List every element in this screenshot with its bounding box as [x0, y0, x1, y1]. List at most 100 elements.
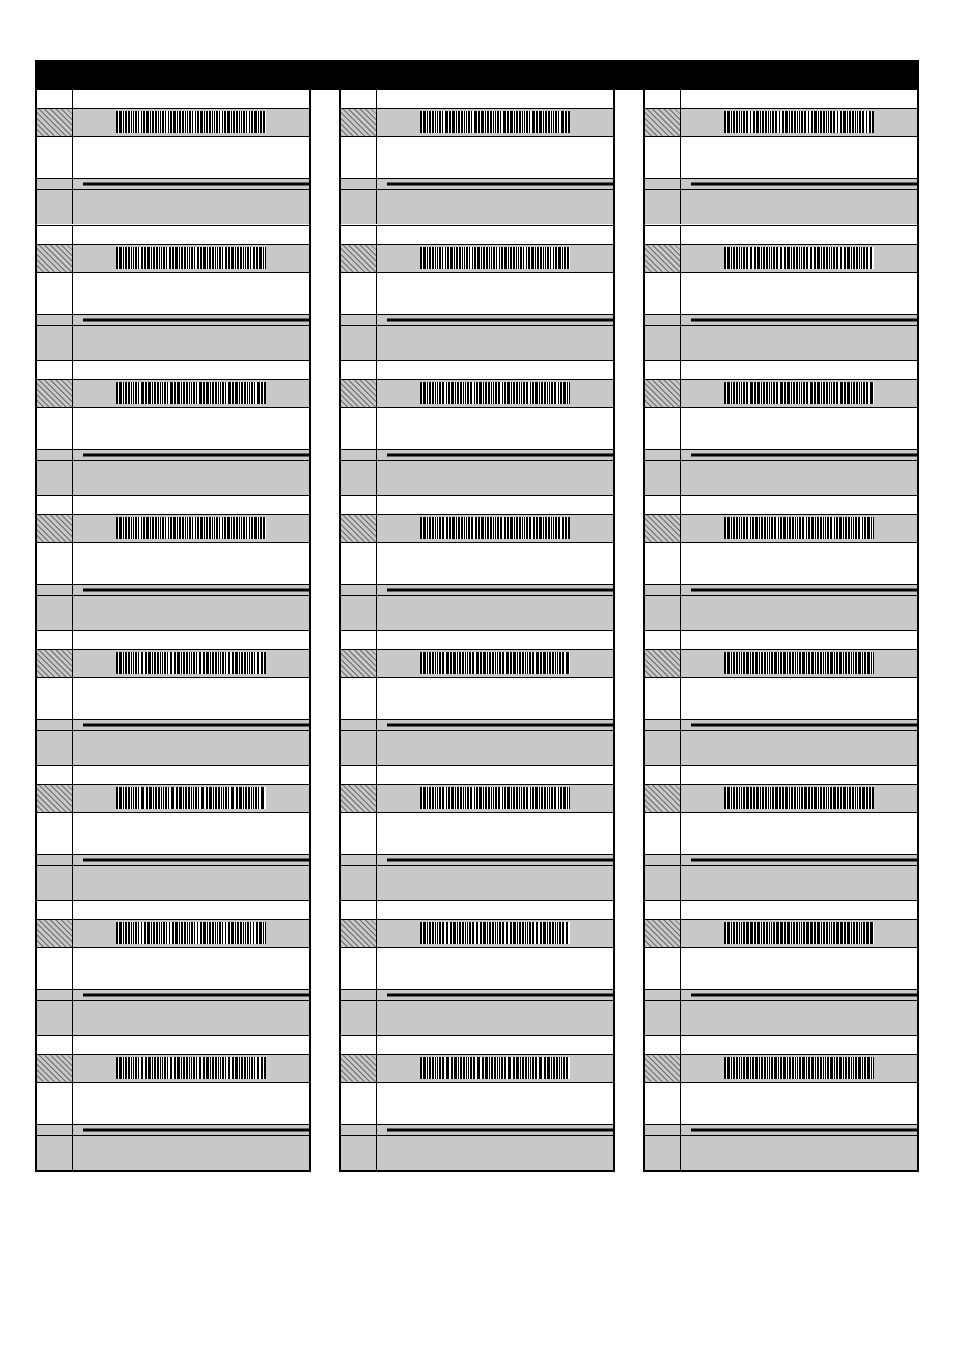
- label-data-right: [377, 543, 613, 584]
- barcode: [116, 787, 266, 809]
- label-index-box: [341, 380, 377, 407]
- label-divider-row: [37, 855, 309, 866]
- barcode: [116, 247, 266, 269]
- barcode: [116, 1057, 266, 1079]
- label-header-right: [73, 361, 309, 379]
- label-divider-right: [73, 990, 309, 1000]
- label-index-box: [37, 109, 73, 136]
- label-divider-row: [645, 990, 917, 1001]
- label-data-row: [645, 1083, 917, 1125]
- label-footer-right: [73, 731, 309, 765]
- label-footer-right: [377, 326, 613, 360]
- label-data-row: [341, 137, 613, 179]
- label-barcode-row: [37, 245, 309, 273]
- label-divider-left: [37, 179, 73, 189]
- barcode: [724, 652, 874, 674]
- label-columns: [35, 90, 919, 1172]
- label-barcode-row: [37, 920, 309, 948]
- label-divider-right: [73, 1125, 309, 1135]
- label-barcode-row: [645, 650, 917, 678]
- label-header-row: [341, 1036, 613, 1055]
- label-header-row: [37, 901, 309, 920]
- label-divider-right: [73, 585, 309, 595]
- label-barcode-row: [341, 920, 613, 948]
- label-header-row: [37, 90, 309, 109]
- label-cell: [341, 495, 613, 630]
- label-barcode-row: [341, 109, 613, 137]
- label-divider-left: [341, 315, 377, 325]
- label-footer-row: [645, 326, 917, 360]
- label-divider-left: [37, 720, 73, 730]
- label-data-row: [37, 137, 309, 179]
- label-data-right: [681, 813, 917, 854]
- label-data-left: [645, 408, 681, 449]
- label-data-right: [377, 137, 613, 178]
- label-header-row: [37, 766, 309, 785]
- label-data-left: [37, 543, 73, 584]
- label-header-left: [37, 226, 73, 244]
- label-index-box: [645, 515, 681, 542]
- label-header-left: [341, 361, 377, 379]
- label-footer-right: [681, 596, 917, 630]
- label-barcode-row: [645, 245, 917, 273]
- label-divider-row: [37, 720, 309, 731]
- label-index-box: [341, 109, 377, 136]
- label-data-right: [73, 1083, 309, 1124]
- label-footer-row: [37, 326, 309, 360]
- label-footer-row: [37, 190, 309, 224]
- label-footer-left: [37, 596, 73, 630]
- label-divider-row: [341, 1125, 613, 1136]
- label-data-row: [37, 273, 309, 315]
- label-footer-right: [73, 326, 309, 360]
- label-barcode-box: [681, 380, 917, 407]
- label-barcode-row: [645, 1055, 917, 1083]
- label-sheet: [0, 0, 954, 1351]
- label-cell: [37, 900, 309, 1035]
- label-barcode-box: [681, 1055, 917, 1082]
- label-divider-right: [73, 720, 309, 730]
- label-header-right: [377, 90, 613, 108]
- label-barcode-row: [341, 245, 613, 273]
- label-footer-right: [377, 1001, 613, 1035]
- label-header-right: [681, 361, 917, 379]
- barcode: [420, 382, 570, 404]
- label-data-row: [341, 543, 613, 585]
- label-data-right: [681, 1083, 917, 1124]
- label-cell: [341, 900, 613, 1035]
- label-data-row: [645, 813, 917, 855]
- label-header-right: [681, 766, 917, 784]
- label-data-left: [341, 408, 377, 449]
- label-barcode-row: [37, 650, 309, 678]
- label-cell: [37, 360, 309, 495]
- label-barcode-row: [645, 109, 917, 137]
- label-header-row: [645, 496, 917, 515]
- label-footer-left: [645, 1001, 681, 1035]
- label-footer-row: [341, 731, 613, 765]
- label-data-left: [341, 678, 377, 719]
- label-divider-left: [341, 990, 377, 1000]
- label-divider-left: [37, 315, 73, 325]
- label-barcode-row: [341, 515, 613, 543]
- barcode: [116, 111, 266, 133]
- label-divider-right: [73, 179, 309, 189]
- label-divider-left: [645, 1125, 681, 1135]
- label-footer-right: [377, 596, 613, 630]
- label-footer-right: [73, 461, 309, 495]
- label-cell: [37, 1035, 309, 1170]
- label-index-box: [645, 109, 681, 136]
- label-barcode-row: [37, 1055, 309, 1083]
- barcode: [116, 922, 266, 944]
- label-header-row: [645, 766, 917, 785]
- label-data-right: [73, 813, 309, 854]
- label-header-left: [341, 901, 377, 919]
- label-footer-left: [645, 866, 681, 900]
- label-cell: [645, 630, 917, 765]
- label-data-left: [645, 1083, 681, 1124]
- label-footer-left: [341, 866, 377, 900]
- label-barcode-box: [73, 245, 309, 272]
- label-data-right: [681, 137, 917, 178]
- label-footer-left: [37, 1001, 73, 1035]
- label-divider-row: [37, 585, 309, 596]
- label-header-row: [645, 226, 917, 245]
- label-barcode-box: [73, 515, 309, 542]
